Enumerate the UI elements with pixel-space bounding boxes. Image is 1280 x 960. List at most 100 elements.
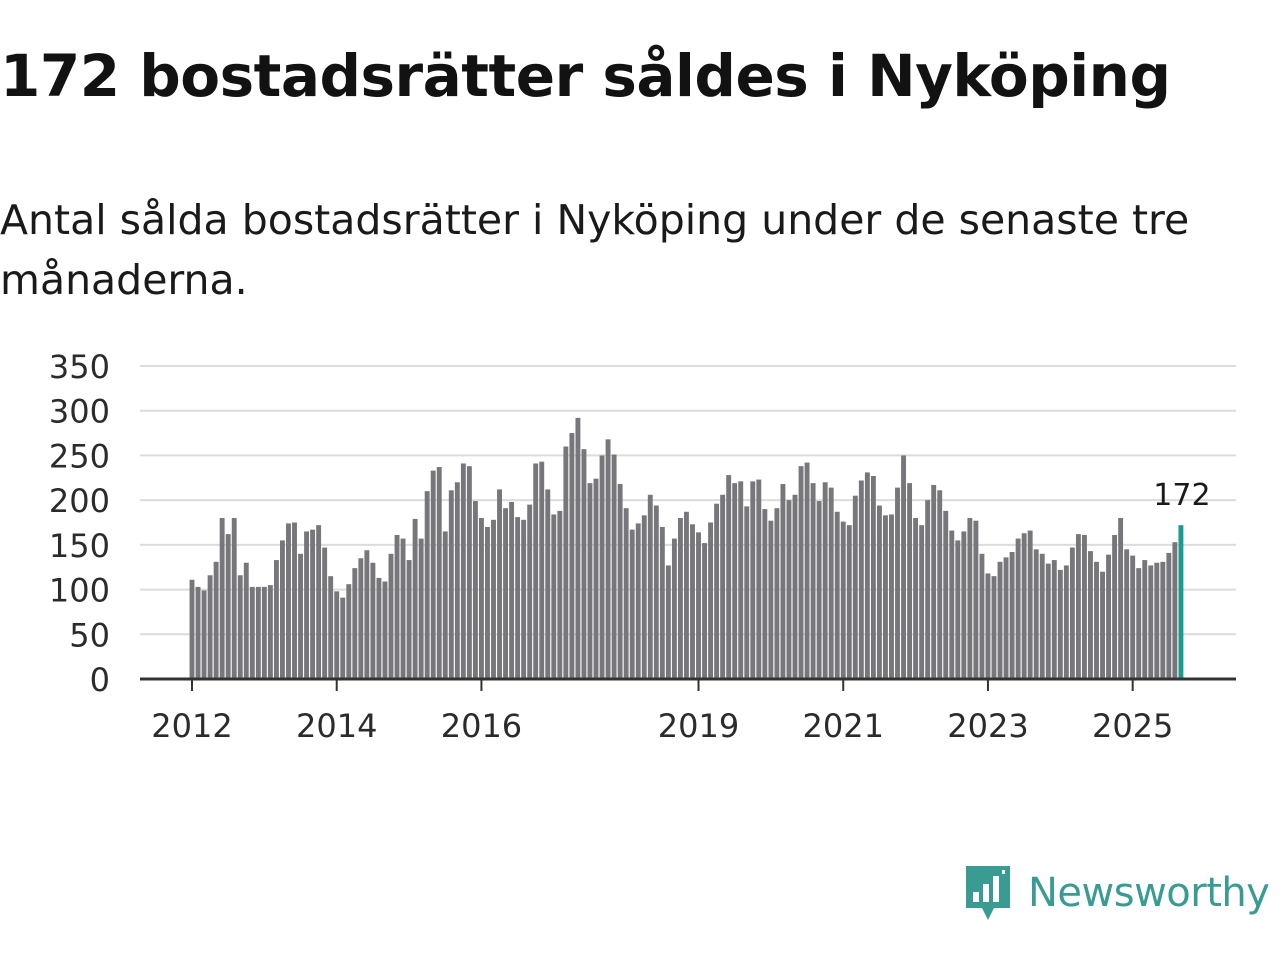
- brand-name: Newsworthy: [1028, 870, 1270, 916]
- bar: [551, 514, 557, 679]
- bar: [418, 538, 424, 679]
- bar: [328, 576, 334, 679]
- bar: [466, 466, 472, 679]
- bar: [533, 463, 539, 679]
- bar: [744, 506, 750, 679]
- bar: [786, 500, 792, 679]
- bar: [659, 526, 665, 679]
- bar: [346, 584, 352, 679]
- x-axis: 2012 2014 2016 2019 2021 2023 2025: [140, 677, 1236, 745]
- bar: [1100, 571, 1105, 679]
- x-tick-label: 2016: [441, 707, 522, 745]
- bar: [762, 509, 768, 679]
- bar: [400, 538, 406, 679]
- bar: [895, 487, 900, 679]
- y-tick-label: 50: [69, 616, 110, 654]
- bar: [394, 535, 400, 679]
- bar: [949, 530, 955, 679]
- x-tick-label: 2025: [1092, 707, 1173, 745]
- bar: [195, 586, 201, 679]
- bar: [696, 532, 701, 679]
- bar: [478, 518, 484, 679]
- bar: [593, 478, 599, 679]
- bar: [563, 446, 569, 679]
- bar: [406, 560, 412, 679]
- y-tick-label: 300: [49, 393, 110, 431]
- bar: [798, 466, 804, 679]
- bar: [509, 501, 515, 679]
- bar: [641, 515, 647, 679]
- bar: [635, 523, 641, 679]
- y-tick-label: 350: [49, 348, 110, 386]
- bar: [955, 540, 961, 679]
- bar: [907, 483, 913, 679]
- bar: [774, 508, 780, 679]
- bar: [1094, 561, 1099, 679]
- chart-title: 172 bostadsrätter såldes i Nyköping: [0, 42, 1171, 110]
- bar: [442, 531, 448, 679]
- bar: [1015, 538, 1021, 679]
- bar: [1063, 565, 1069, 679]
- bar: [207, 575, 213, 679]
- bar: [756, 479, 762, 679]
- bar: [665, 565, 671, 679]
- bar: [1009, 552, 1015, 679]
- bar: [1021, 533, 1027, 679]
- x-tick-label: 2021: [803, 707, 884, 745]
- bar: [364, 550, 370, 679]
- bar: [840, 521, 846, 679]
- bar: [430, 470, 436, 679]
- bar: [804, 462, 810, 679]
- bar: [1154, 562, 1160, 679]
- bar: [1112, 535, 1118, 679]
- bar: [1136, 568, 1142, 679]
- y-tick-label: 0: [90, 661, 110, 699]
- bar-highlight: [1178, 525, 1184, 679]
- bar: [690, 524, 695, 679]
- bar: [243, 562, 249, 679]
- bar: [255, 586, 261, 679]
- bar: [1148, 565, 1154, 679]
- bar: [388, 553, 394, 679]
- bar: [1118, 518, 1124, 679]
- bar: [1051, 560, 1057, 679]
- bar: [768, 520, 774, 679]
- bar: [273, 560, 279, 679]
- bar: [979, 553, 985, 679]
- bar: [557, 510, 563, 679]
- bar: [1045, 563, 1051, 679]
- x-tick-label: 2014: [296, 707, 377, 745]
- bar: [985, 573, 991, 679]
- bar: [1027, 530, 1033, 679]
- bar: [671, 538, 677, 679]
- bar: [292, 522, 297, 679]
- bar: [864, 472, 870, 679]
- bar: [1057, 569, 1063, 679]
- x-tick-label: 2023: [947, 707, 1028, 745]
- bar: [322, 547, 328, 679]
- bar: [1081, 535, 1087, 679]
- bar: [1166, 552, 1172, 679]
- bar: [1033, 549, 1039, 679]
- bar: [503, 508, 509, 679]
- bar: [720, 494, 726, 679]
- x-tick-label: 2019: [658, 707, 739, 745]
- bar: [460, 463, 466, 679]
- bar: [931, 484, 937, 679]
- bar: [1172, 542, 1178, 679]
- bar: [280, 540, 285, 679]
- bar: [1039, 553, 1045, 679]
- bar: [617, 484, 623, 679]
- x-tick-label: 2012: [151, 707, 232, 745]
- bar: [581, 449, 587, 679]
- bar: [286, 523, 291, 679]
- y-tick-label: 250: [49, 437, 110, 475]
- bar: [515, 517, 521, 679]
- bar: [225, 534, 231, 679]
- bar: [1106, 554, 1112, 679]
- bar: [436, 467, 442, 679]
- bar: [1142, 560, 1148, 679]
- bar: [237, 575, 243, 679]
- bar: [780, 484, 786, 679]
- bar: [472, 501, 478, 679]
